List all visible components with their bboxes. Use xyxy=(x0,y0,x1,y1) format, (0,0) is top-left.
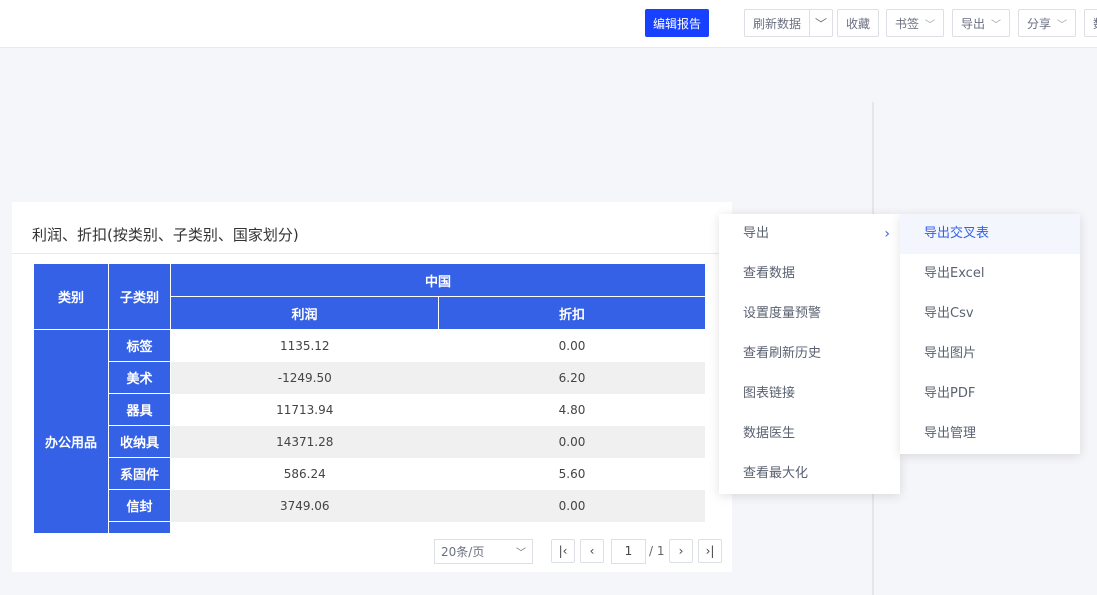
edit-report-button[interactable]: 编辑报告 xyxy=(645,9,709,37)
context-menu: 导出 › 查看数据设置度量预警 查看刷新历史 图表链接数据医生查看最大化 xyxy=(719,214,900,494)
export-menu-item[interactable]: 导出Excel xyxy=(924,266,985,281)
last-page-button[interactable]: ›| xyxy=(698,539,722,563)
header-profit: 利润 xyxy=(170,296,439,330)
page-size-value: 20条/页 xyxy=(441,545,485,559)
card-title: 利润、折扣(按类别、子类别、国家划分) xyxy=(32,226,299,244)
subcategory-cell: 美术 xyxy=(108,361,171,394)
chevron-right-icon: › xyxy=(884,226,890,242)
discount-cell: 6.20 xyxy=(438,361,705,394)
category-cell: 办公用品 xyxy=(33,329,109,533)
profit-cell: 586.24 xyxy=(283,466,326,481)
discount-cell xyxy=(439,522,706,534)
chevron-down-icon: ﹀ xyxy=(1057,19,1068,31)
subcategory-cell: 信封 xyxy=(108,489,171,522)
context-menu-item[interactable]: 数据医生 xyxy=(719,414,900,454)
discount-cell: 5.60 xyxy=(558,466,586,481)
profit-cell: -1249.50 xyxy=(170,361,439,394)
table-row: 器具 11713.94 4.80 xyxy=(34,393,706,426)
export-menu-item[interactable]: 导出PDF xyxy=(924,386,976,401)
table-row xyxy=(34,521,706,534)
subcategory-cell: 器具 xyxy=(108,393,171,426)
chevron-right-icon: › xyxy=(678,544,684,558)
chevron-down-icon: ﹀ xyxy=(516,548,526,559)
context-menu-item[interactable]: 查看最大化 xyxy=(719,454,900,494)
refresh-label: 刷新数据 xyxy=(753,16,802,31)
menu-item-label: 数据医生 xyxy=(743,426,796,441)
bookmark-label: 书签 xyxy=(895,16,920,31)
first-page-icon: |‹ xyxy=(558,544,568,558)
table-row: 收纳具 14371.28 0.00 xyxy=(34,425,705,458)
discount-cell: 4.80 xyxy=(558,402,586,417)
table-row: 信封 3749.06 0.00 xyxy=(34,489,705,522)
chevron-down-icon: ﹀ xyxy=(991,19,1002,31)
page-size-select[interactable]: 20条/页 ﹀ xyxy=(434,539,533,564)
subcategory-cell: 标签 xyxy=(108,329,171,362)
refresh-data-button[interactable]: 刷新数据 ﹀ xyxy=(744,9,834,37)
page-input[interactable]: 1 xyxy=(611,539,646,564)
menu-item-label: 图表链接 xyxy=(743,386,796,401)
context-menu-item[interactable]: 查看刷新历史 xyxy=(719,334,900,374)
export-menu-item[interactable]: 导出管理 xyxy=(924,426,977,441)
top-toolbar: 编辑报告 刷新数据 ﹀ 收藏 书签 ﹀ 导出 ﹀ 分享 ﹀ 数 xyxy=(0,0,1097,48)
subcategory-cell xyxy=(108,521,171,533)
context-menu-item[interactable]: 图表链接 xyxy=(719,374,900,414)
subcategory-cell: 系固件 xyxy=(108,457,171,490)
share-button[interactable]: 分享 ﹀ xyxy=(1018,9,1077,37)
profit-cell: 14371.28 xyxy=(170,425,439,458)
profit-cell: 3749.06 xyxy=(170,489,439,522)
header-country: 中国 xyxy=(169,263,705,297)
table-row: 办公用品 标签 1135.12 0.00 xyxy=(33,329,706,533)
discount-cell: 0.00 xyxy=(438,489,705,522)
divider xyxy=(12,253,732,254)
profit-cell xyxy=(171,522,439,534)
last-page-icon: ›| xyxy=(705,544,715,558)
chevron-down-icon: ﹀ xyxy=(925,19,936,31)
menu-item-label: 查看刷新历史 xyxy=(743,346,822,361)
context-menu-item[interactable]: 查看数据 xyxy=(719,254,900,294)
menu-item-label: 查看数据 xyxy=(743,266,796,281)
menu-item-label: 设置度量预警 xyxy=(743,306,822,321)
context-menu-item[interactable]: 设置度量预警 xyxy=(719,294,900,334)
header-discount: 折扣 xyxy=(437,296,705,330)
menu-item-label: 导出 xyxy=(743,226,770,241)
context-menu-item[interactable]: 导出 › xyxy=(719,214,900,254)
export-menu-item[interactable]: 导出Csv xyxy=(924,306,974,321)
header-category: 类别 xyxy=(33,263,109,330)
discount-cell: 0.00 xyxy=(438,425,705,458)
header-subcategory: 子类别 xyxy=(108,263,171,330)
prev-page-button[interactable]: ‹ xyxy=(580,539,604,563)
crosstab-table: 类别 子类别 中国 利润 折扣 办公用品 标签 1135.12 0.00 美术 -1249.50… xyxy=(33,263,705,533)
export-menu-item[interactable]: 导出图片 xyxy=(924,346,977,361)
crosstab-card: 利润、折扣(按类别、子类别、国家划分) 类别 子类别 中国 利润 折扣 办公用品 标签 1… xyxy=(12,202,732,572)
export-submenu: 导出交叉表导出Excel 导出Csv 导出图片导出PDF 导出管理 xyxy=(900,214,1080,454)
export-label: 导出 xyxy=(961,16,986,31)
export-button[interactable]: 导出 ﹀ xyxy=(952,9,1011,37)
profit-cell: 1135.12 xyxy=(279,338,330,353)
table-row: 系固件 586.24 5.60 xyxy=(34,457,706,490)
table-row: 美术 -1249.50 6.20 xyxy=(34,361,705,394)
share-label: 分享 xyxy=(1027,16,1052,31)
next-page-button[interactable]: › xyxy=(669,539,693,563)
favorite-button[interactable]: 收藏 xyxy=(837,9,880,37)
discount-cell: 0.00 xyxy=(558,338,586,353)
profit-cell: 11713.94 xyxy=(276,402,334,417)
export-menu-item[interactable]: 导出交叉表 xyxy=(900,214,1080,254)
menu-item-label: 查看最大化 xyxy=(743,466,809,481)
first-page-button[interactable]: |‹ xyxy=(551,539,575,563)
subcategory-cell: 收纳具 xyxy=(108,425,171,458)
page-total: / 1 xyxy=(649,544,665,558)
chevron-down-icon[interactable]: ﹀ xyxy=(809,10,832,36)
more-button[interactable]: 数 xyxy=(1084,9,1097,37)
bookmark-button[interactable]: 书签 ﹀ xyxy=(886,9,945,37)
chevron-left-icon: ‹ xyxy=(589,544,595,558)
